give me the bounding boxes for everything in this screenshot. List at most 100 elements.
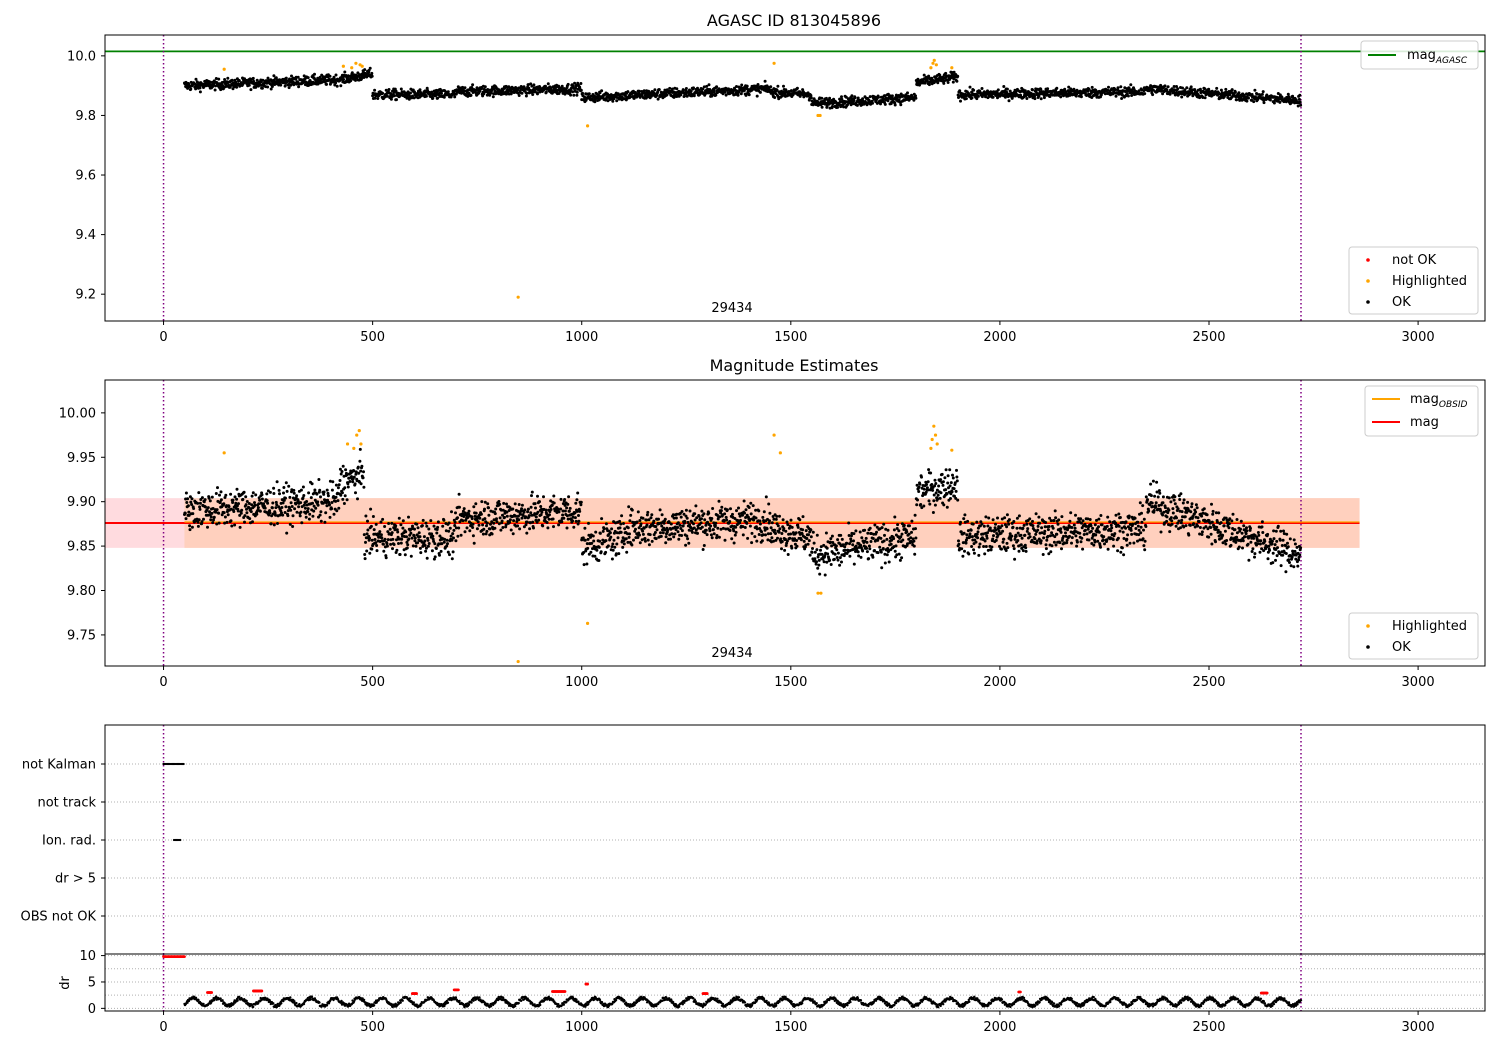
ok-point <box>325 83 328 86</box>
ok-point <box>840 95 843 98</box>
ok-point <box>185 517 188 520</box>
ok-point <box>417 526 420 529</box>
ok-point <box>662 531 665 534</box>
ok-point <box>869 95 872 98</box>
highlighted-point <box>361 65 364 68</box>
ok-point <box>329 75 332 78</box>
ok-point <box>557 523 560 526</box>
ok-point <box>285 532 288 535</box>
ok-point <box>441 525 444 528</box>
ok-point <box>362 470 365 473</box>
ok-point <box>584 539 587 542</box>
ok-point <box>750 512 753 515</box>
ok-point <box>410 555 413 558</box>
ok-point <box>435 547 438 550</box>
ok-point <box>450 535 453 538</box>
ok-point <box>875 531 878 534</box>
ok-point <box>770 536 773 539</box>
p1-legend-hline-subscript: AGASC <box>1435 56 1468 66</box>
ok-point <box>815 560 818 563</box>
ok-point <box>1263 101 1266 104</box>
ok-point <box>267 77 270 80</box>
y-tick-label: 10.0 <box>67 49 96 64</box>
ok-point <box>451 557 454 560</box>
ok-point <box>742 533 745 536</box>
ok-point <box>440 550 443 553</box>
ok-point <box>710 533 713 536</box>
ok-point <box>918 486 921 489</box>
ok-point <box>861 97 864 100</box>
ok-point <box>934 482 937 485</box>
ok-point <box>991 538 994 541</box>
ok-point <box>494 512 497 515</box>
ok-point <box>498 503 501 506</box>
ok-point <box>547 82 550 85</box>
ok-point <box>749 502 752 505</box>
ok-point <box>245 511 248 514</box>
ok-point <box>284 85 287 88</box>
ok-point <box>198 518 201 521</box>
ok-point <box>969 532 972 535</box>
ok-point <box>575 498 578 501</box>
ok-point <box>396 531 399 534</box>
ok-point <box>317 504 320 507</box>
ok-point <box>853 563 856 566</box>
ok-point <box>580 501 583 504</box>
ok-point <box>664 541 667 544</box>
ok-point <box>879 537 882 540</box>
x-tick-label: 1000 <box>565 330 598 345</box>
ok-point <box>464 86 467 89</box>
ok-point <box>729 507 732 510</box>
ok-point <box>702 548 705 551</box>
ok-point <box>517 518 520 521</box>
ok-point <box>341 491 344 494</box>
ok-point <box>961 555 964 558</box>
ok-point <box>1204 96 1207 99</box>
ok-point <box>546 521 549 524</box>
highlighted-point <box>350 66 353 69</box>
ok-point <box>605 522 608 525</box>
ok-point <box>1026 527 1029 530</box>
ok-point <box>478 524 481 527</box>
ok-point <box>446 539 449 542</box>
ok-point <box>1299 104 1302 107</box>
ok-point <box>707 512 710 515</box>
ok-point <box>243 521 246 524</box>
ok-point <box>1016 517 1019 520</box>
ok-point <box>610 527 613 530</box>
ok-point <box>431 97 434 100</box>
ok-point <box>984 515 987 518</box>
ok-point <box>362 476 365 479</box>
ok-point <box>404 553 407 556</box>
y-tick-label: 9.2 <box>75 288 96 303</box>
ok-point <box>286 490 289 493</box>
ok-point <box>326 489 329 492</box>
ok-point <box>604 551 607 554</box>
ok-point <box>835 548 838 551</box>
ok-point <box>814 551 817 554</box>
ok-point <box>761 516 764 519</box>
ok-point <box>433 525 436 528</box>
ok-point <box>492 522 495 525</box>
ok-point <box>542 495 545 498</box>
ok-point <box>492 95 495 98</box>
ok-point <box>711 536 714 539</box>
p1-legend-label-highlighted: Highlighted <box>1392 274 1467 289</box>
ok-point <box>728 520 731 523</box>
ok-point <box>953 487 956 490</box>
ok-point <box>838 564 841 567</box>
ok-point <box>868 547 871 550</box>
ok-point <box>677 530 680 533</box>
ok-point <box>534 507 537 510</box>
ok-point <box>195 78 198 81</box>
ok-point <box>544 85 547 88</box>
ok-point <box>297 85 300 88</box>
ok-point <box>753 535 756 538</box>
ok-point <box>452 550 455 553</box>
ok-point <box>951 490 954 493</box>
ok-point <box>788 537 791 540</box>
ok-point <box>261 493 264 496</box>
ok-point <box>684 544 687 547</box>
ok-point <box>819 549 822 552</box>
ok-point <box>895 544 898 547</box>
